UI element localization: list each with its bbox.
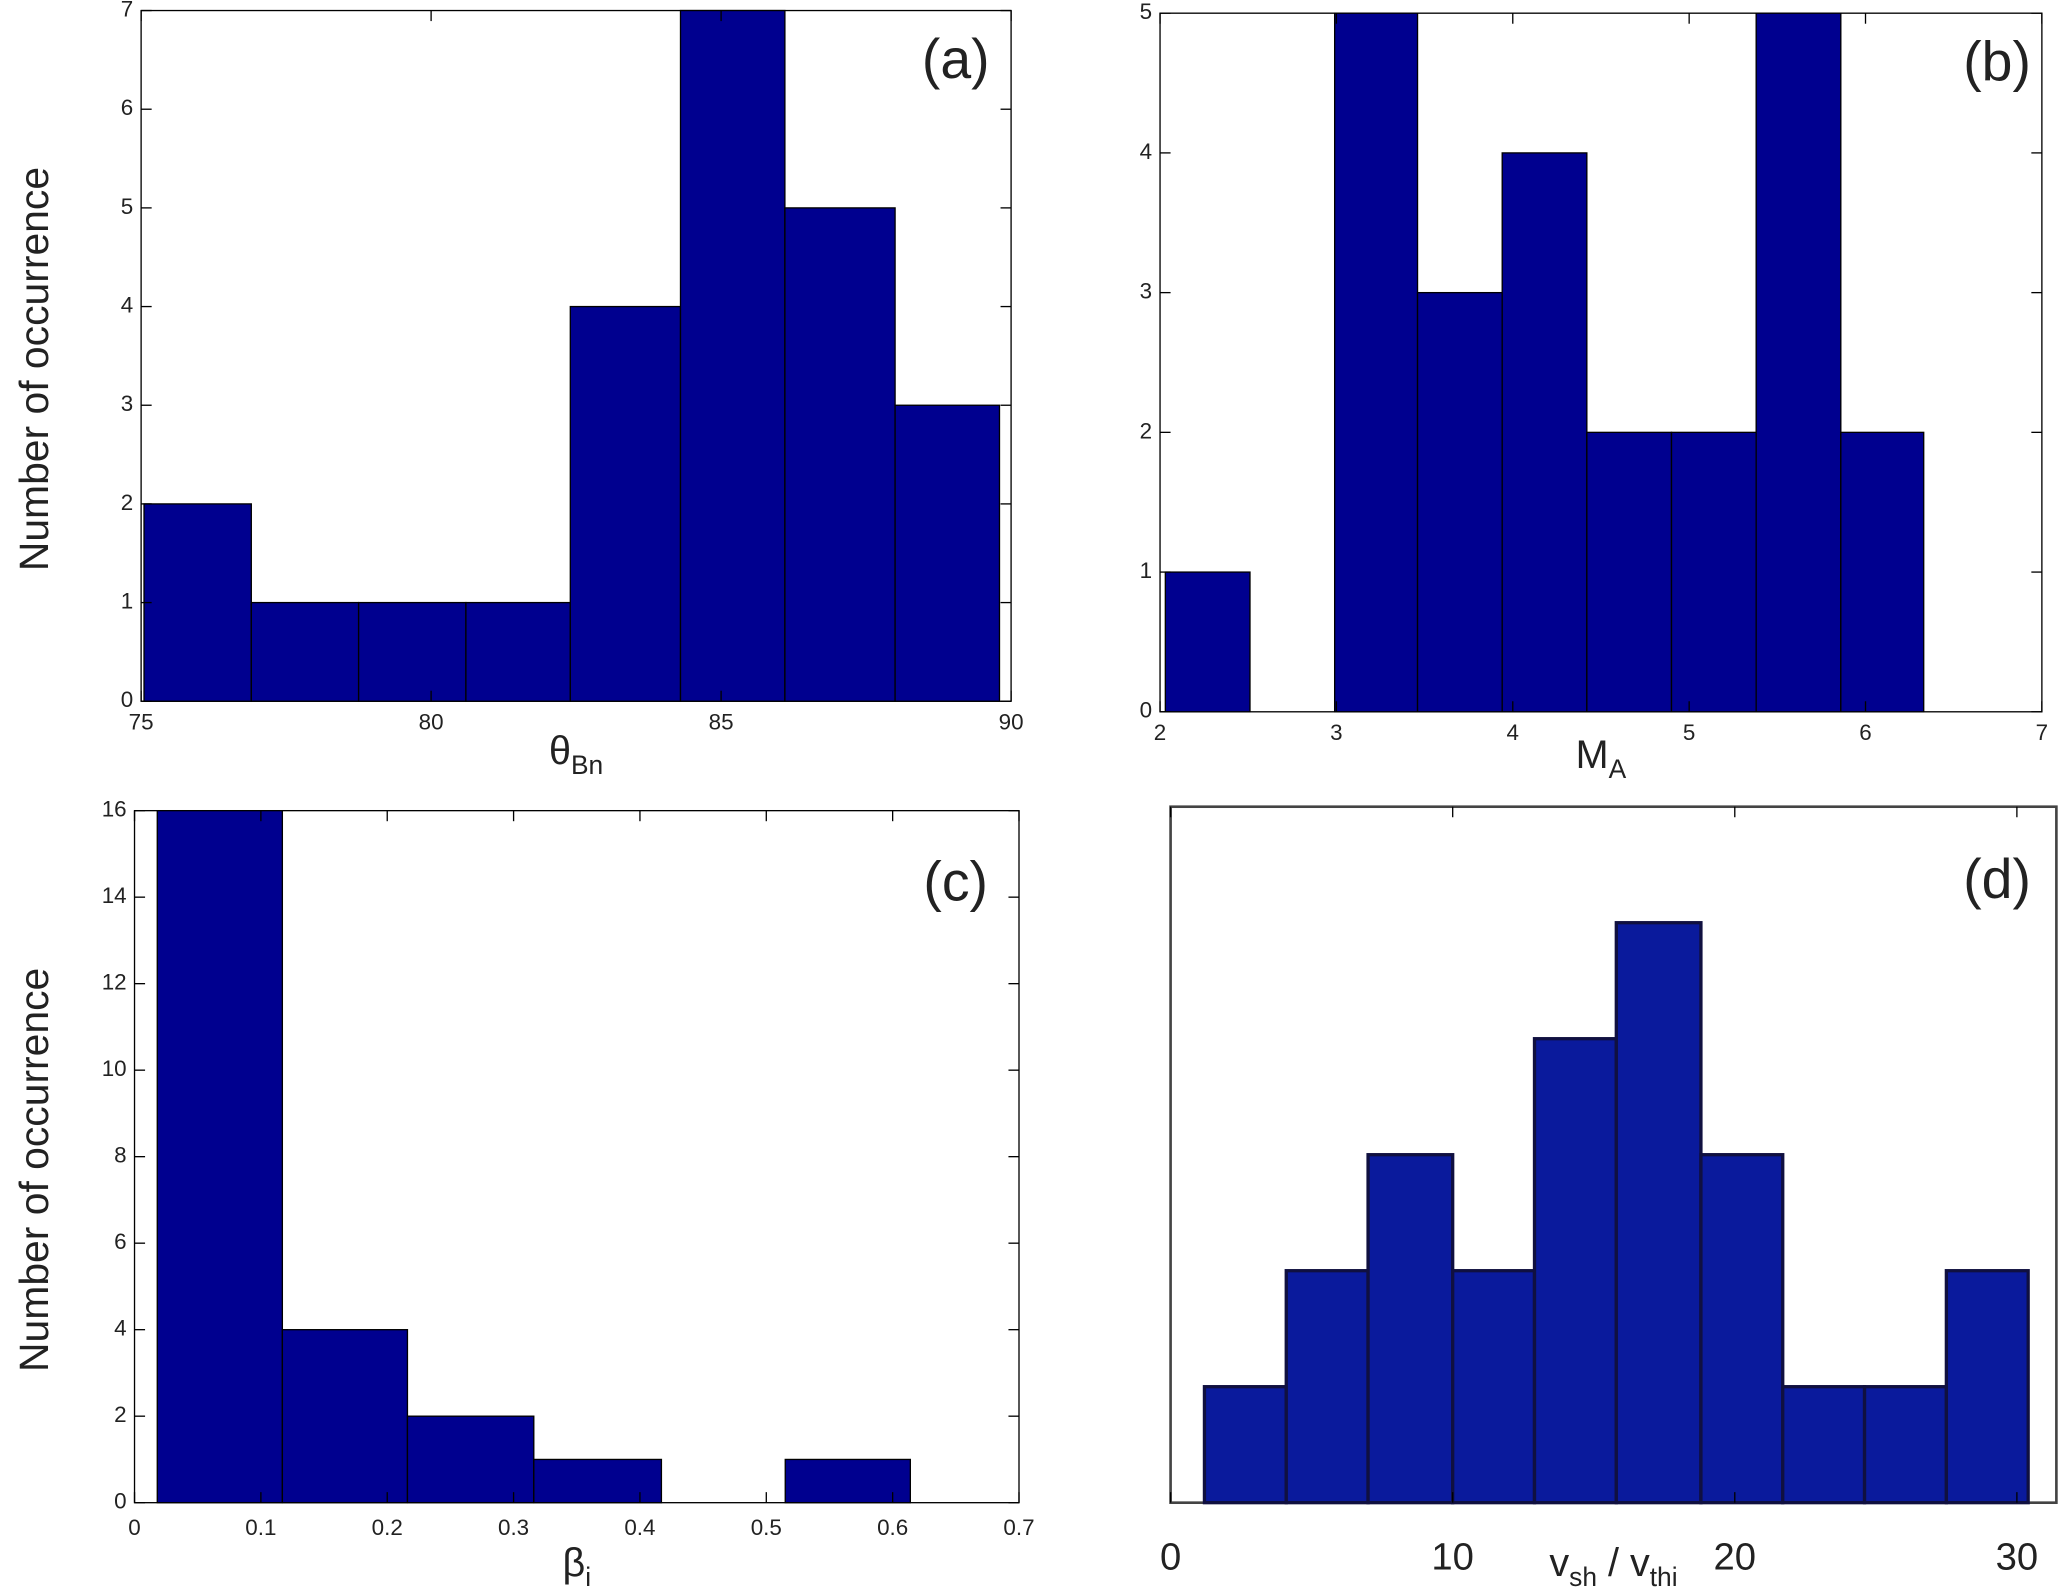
histogram-bar — [1451, 1269, 1537, 1505]
x-tick-label: 20 — [1714, 1535, 1757, 1578]
histogram-bar — [1501, 152, 1588, 713]
x-axis-label-part: v — [1549, 1541, 1569, 1585]
x-axis-label: vsh / vthi — [1549, 1541, 1677, 1591]
x-tick-label: 0 — [128, 1515, 140, 1540]
y-tick-label: 7 — [121, 0, 133, 21]
x-tick-label: 6 — [1859, 720, 1871, 745]
histogram-bar — [1944, 1269, 2030, 1505]
histogram-bar — [1614, 921, 1703, 1505]
x-tick-label: 75 — [129, 710, 154, 735]
histogram-bar — [1670, 431, 1757, 713]
histogram-bar — [143, 503, 252, 702]
x-axis-label-part: θ — [549, 729, 571, 773]
x-axis-label: MA — [1576, 733, 1627, 784]
x-tick-label: 0.7 — [1003, 1515, 1034, 1540]
y-tick-label: 4 — [121, 292, 133, 317]
histogram-bar — [406, 1415, 535, 1504]
x-tick-label: 0.1 — [245, 1515, 276, 1540]
x-tick-label: 7 — [2036, 720, 2048, 745]
histogram-bar — [1416, 291, 1503, 713]
histogram-bar — [1755, 12, 1842, 713]
y-tick-label: 4 — [114, 1316, 126, 1341]
panel-label: (a) — [922, 28, 990, 90]
histogram-bar — [250, 601, 360, 702]
x-axis-label-part: sh — [1569, 1562, 1597, 1591]
x-tick-label: 30 — [1996, 1535, 2039, 1578]
y-tick-label: 6 — [121, 95, 133, 120]
y-tick-label: 10 — [102, 1056, 127, 1081]
histogram-bar — [1366, 1153, 1455, 1505]
histogram-bar — [533, 1458, 663, 1504]
y-tick-label: 12 — [102, 970, 127, 995]
x-tick-label: 0 — [1160, 1535, 1181, 1578]
x-tick-label: 0.4 — [624, 1515, 655, 1540]
panel-label: (d) — [1963, 848, 2031, 910]
histogram-bar — [357, 601, 467, 702]
y-tick-label: 0 — [121, 687, 133, 712]
histogram-bar — [1862, 1385, 1949, 1505]
histogram-bar — [1164, 571, 1251, 713]
x-tick-label: 3 — [1330, 720, 1342, 745]
y-tick-label: 14 — [102, 883, 127, 908]
y-tick-label: 16 — [102, 797, 127, 822]
x-tick-label: 0.6 — [877, 1515, 908, 1540]
histogram-bar — [465, 601, 571, 702]
x-tick-label: 2 — [1154, 720, 1166, 745]
x-tick-label: 90 — [999, 710, 1024, 735]
x-axis-label: βi — [562, 1541, 591, 1591]
y-tick-label: 0 — [1140, 698, 1152, 723]
x-axis-label: θBn — [549, 729, 603, 780]
panel-label: (b) — [1963, 31, 2031, 93]
y-tick-label: 3 — [121, 391, 133, 416]
histogram-bar — [679, 9, 786, 702]
y-tick-label: 2 — [1140, 418, 1152, 443]
histogram-bar — [1284, 1269, 1370, 1505]
x-tick-label: 80 — [419, 710, 444, 735]
x-tick-label: 0.5 — [751, 1515, 782, 1540]
x-tick-label: 5 — [1683, 720, 1695, 745]
y-tick-label: 4 — [1140, 139, 1152, 164]
histogram-bar — [281, 1329, 409, 1504]
y-tick-label: 0 — [114, 1489, 126, 1514]
x-tick-label: 10 — [1431, 1535, 1474, 1578]
y-tick-label: 2 — [121, 490, 133, 515]
histogram-bar — [156, 809, 284, 1504]
y-tick-label: 2 — [114, 1402, 126, 1427]
x-axis-label-part: thi — [1650, 1562, 1678, 1591]
histogram-bar — [1699, 1153, 1785, 1505]
x-axis-label-part: / v — [1597, 1541, 1650, 1585]
histogram-bar — [1202, 1385, 1288, 1505]
y-tick-label: 1 — [1140, 558, 1152, 583]
histogram-bar — [784, 207, 896, 702]
y-tick-label: 8 — [114, 1143, 126, 1168]
histogram-bar — [1586, 431, 1673, 713]
panel-label: (c) — [923, 850, 988, 912]
x-tick-label: 0.2 — [372, 1515, 403, 1540]
histogram-bar — [1333, 12, 1419, 713]
x-axis-label-part: β — [562, 1541, 585, 1585]
x-tick-label: 0.3 — [498, 1515, 529, 1540]
x-tick-label: 4 — [1507, 720, 1519, 745]
y-tick-label: 5 — [121, 194, 133, 219]
histogram-bar — [894, 404, 1001, 702]
y-tick-label: 1 — [121, 589, 133, 614]
y-tick-label: 5 — [1140, 0, 1152, 24]
x-axis-label-part: M — [1576, 733, 1609, 777]
x-axis-label-part: i — [585, 1562, 591, 1591]
x-axis-label-part: A — [1609, 754, 1627, 784]
histogram-bar — [1781, 1385, 1867, 1505]
histogram-bar — [569, 305, 682, 702]
histogram-bar — [1532, 1037, 1618, 1505]
x-axis-label-part: Bn — [571, 750, 603, 780]
y-axis-label: Number of occurrence — [11, 167, 57, 571]
y-tick-label: 3 — [1140, 279, 1152, 304]
histogram-bar — [784, 1458, 911, 1504]
x-tick-label: 85 — [709, 710, 734, 735]
histogram-bar — [1840, 431, 1925, 713]
y-tick-label: 6 — [114, 1229, 126, 1254]
y-axis-label: Number of occurrence — [11, 968, 57, 1372]
